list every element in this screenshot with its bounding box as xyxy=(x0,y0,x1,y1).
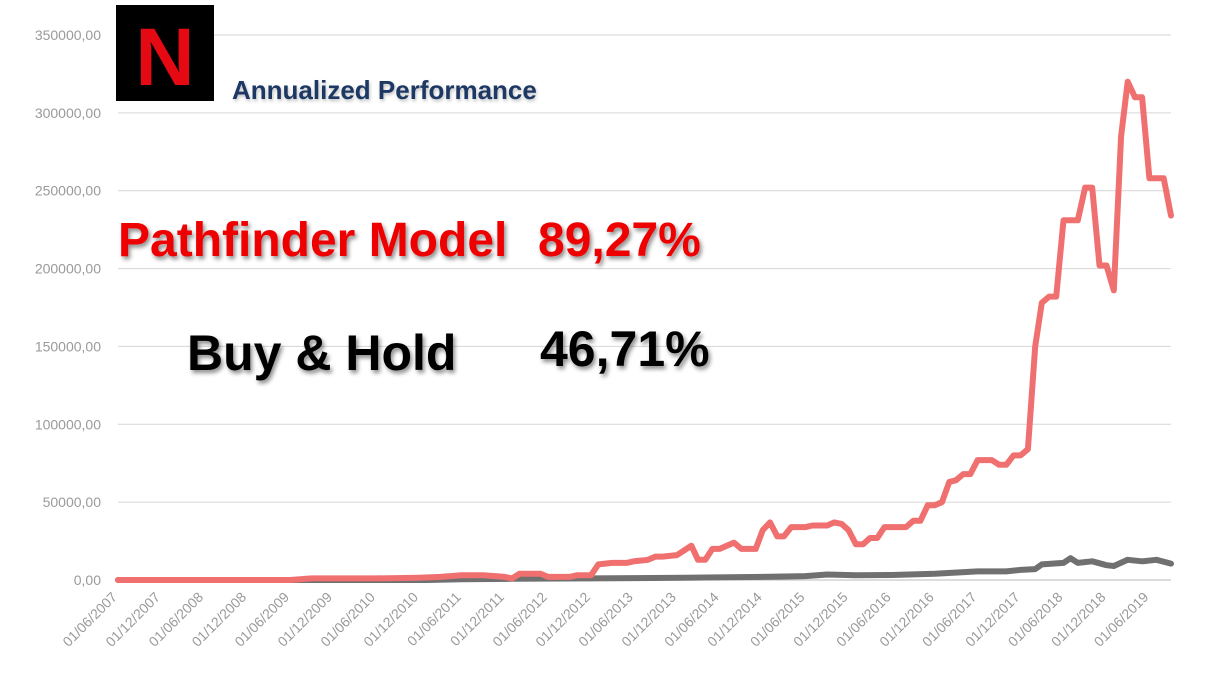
x-axis: 01/06/200701/12/200701/06/200801/12/2008… xyxy=(59,589,1151,650)
y-tick-label: 0,00 xyxy=(74,572,101,588)
y-tick-label: 250000,00 xyxy=(35,183,101,199)
model-label: Pathfinder Model xyxy=(118,214,507,267)
series-lines xyxy=(115,78,1174,583)
model-value: 89,27% xyxy=(538,214,701,267)
grid-lines xyxy=(118,34,1171,581)
y-tick-label: 350000,00 xyxy=(35,27,101,43)
series-line-buy-hold xyxy=(115,555,1174,583)
y-tick-label: 150000,00 xyxy=(35,338,101,354)
y-tick-label: 100000,00 xyxy=(35,416,101,432)
y-tick-label: 200000,00 xyxy=(35,261,101,277)
y-tick-label: 300000,00 xyxy=(35,105,101,121)
netflix-logo: N xyxy=(116,5,214,103)
series-line-pathfinder-model xyxy=(115,78,1174,583)
chart-title: Annualized Performance xyxy=(232,75,537,105)
bh-value: 46,71% xyxy=(540,321,710,377)
y-tick-label: 50000,00 xyxy=(43,494,102,510)
y-axis: 0,00 50000,00 100000,00 150000,00 200000,00 2… xyxy=(35,27,101,588)
bh-label: Buy & Hold xyxy=(187,325,456,381)
logo-letter: N xyxy=(135,12,194,103)
